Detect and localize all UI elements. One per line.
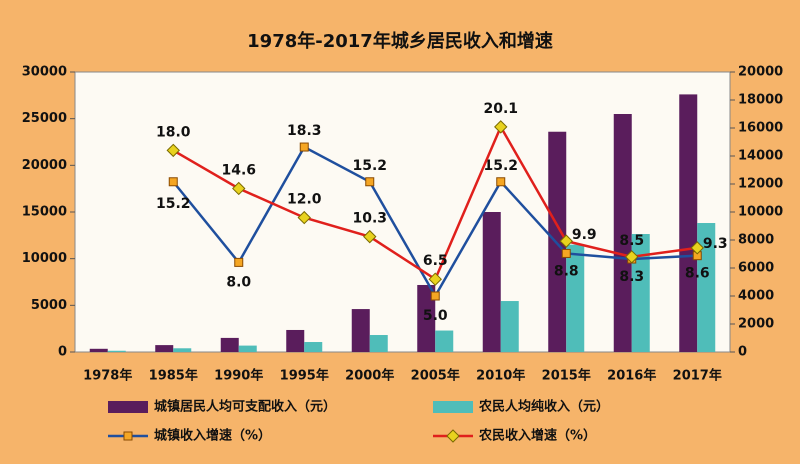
bar xyxy=(613,114,632,352)
x-tick-label: 2015年 xyxy=(542,368,591,384)
value-label: 8.8 xyxy=(554,263,579,279)
y2-tick-label: 2000 xyxy=(738,317,774,332)
marker xyxy=(494,120,508,134)
marker xyxy=(561,248,571,258)
marker xyxy=(690,241,704,255)
x-tick-label: 2016年 xyxy=(607,368,656,384)
y-tick-label: 5000 xyxy=(31,298,67,313)
bar xyxy=(107,350,126,352)
marker xyxy=(297,210,311,225)
value-label: 9.3 xyxy=(703,236,728,252)
x-tick-label: 2005年 xyxy=(411,368,460,384)
x-tick-label: 2000年 xyxy=(345,368,394,384)
bar xyxy=(417,284,436,352)
marker xyxy=(559,234,573,248)
value-label: 15.2 xyxy=(156,196,191,212)
marker xyxy=(430,291,440,301)
value-label: 18.0 xyxy=(156,124,191,140)
legend-label: 城镇居民人均可支配收入（元） xyxy=(154,399,336,415)
marker xyxy=(232,181,246,196)
value-label: 8.5 xyxy=(619,233,644,249)
value-label: 12.0 xyxy=(287,192,322,208)
bar xyxy=(173,348,192,352)
marker xyxy=(625,250,639,264)
x-tick-label: 1978年 xyxy=(83,368,132,384)
x-tick-label: 2010年 xyxy=(476,368,525,384)
value-label: 6.5 xyxy=(423,253,448,269)
y-tick-label: 0 xyxy=(58,345,67,360)
legend-swatch xyxy=(108,401,148,413)
y2-tick-label: 14000 xyxy=(738,149,783,164)
bar xyxy=(369,335,388,352)
marker xyxy=(166,143,180,158)
bar xyxy=(89,348,108,352)
value-label: 9.9 xyxy=(572,227,597,243)
marker xyxy=(496,177,506,187)
value-label: 18.3 xyxy=(287,123,322,139)
x-tick-label: 1990年 xyxy=(214,368,263,384)
value-label: 15.2 xyxy=(352,158,387,174)
value-label: 8.3 xyxy=(619,269,644,285)
bar xyxy=(482,212,501,352)
y-tick-label: 25000 xyxy=(22,111,67,126)
y2-tick-label: 16000 xyxy=(738,121,783,136)
bar xyxy=(155,345,174,352)
marker xyxy=(363,229,377,244)
marker xyxy=(428,272,442,286)
value-label: 15.2 xyxy=(483,158,518,174)
bar xyxy=(304,342,323,352)
legend-label: 城镇收入增速（%） xyxy=(154,428,271,444)
bar xyxy=(679,94,698,353)
x-tick-label: 1985年 xyxy=(149,368,198,384)
y-tick-label: 20000 xyxy=(22,158,67,173)
y2-tick-label: 12000 xyxy=(738,177,783,192)
legend-label: 农民收入增速（%） xyxy=(478,428,596,444)
marker xyxy=(234,257,244,267)
y2-tick-label: 20000 xyxy=(738,65,783,80)
value-label: 8.0 xyxy=(226,274,251,290)
value-label: 14.6 xyxy=(221,162,256,178)
y-tick-label: 30000 xyxy=(22,65,67,80)
legend-marker xyxy=(446,429,460,443)
bar xyxy=(435,330,454,352)
legend-swatch xyxy=(433,401,473,413)
x-tick-label: 1995年 xyxy=(280,368,329,384)
y2-tick-label: 18000 xyxy=(738,93,783,108)
bar xyxy=(566,244,585,352)
bar xyxy=(631,234,650,352)
y2-tick-label: 4000 xyxy=(738,289,774,304)
legend-marker xyxy=(123,431,133,441)
x-tick-label: 2017年 xyxy=(673,368,722,384)
y2-tick-label: 8000 xyxy=(738,233,774,248)
y-tick-label: 10000 xyxy=(22,251,67,266)
value-label: 5.0 xyxy=(423,308,448,324)
bar xyxy=(351,309,370,352)
value-label: 8.6 xyxy=(685,266,710,282)
bar xyxy=(220,337,239,352)
marker xyxy=(168,177,178,187)
chart-title: 1978年-2017年城乡居民收入和增速 xyxy=(247,30,553,52)
value-label: 20.1 xyxy=(483,101,518,117)
bar xyxy=(286,329,305,352)
value-label: 10.3 xyxy=(352,211,387,227)
legend-label: 农民人均纯收入（元） xyxy=(478,399,609,415)
y2-tick-label: 10000 xyxy=(738,205,783,220)
y-tick-label: 15000 xyxy=(22,205,67,220)
y2-tick-label: 0 xyxy=(738,345,747,360)
marker xyxy=(299,142,309,152)
marker xyxy=(365,177,375,187)
y2-tick-label: 6000 xyxy=(738,261,774,276)
bar xyxy=(238,345,257,352)
bar xyxy=(500,301,519,352)
